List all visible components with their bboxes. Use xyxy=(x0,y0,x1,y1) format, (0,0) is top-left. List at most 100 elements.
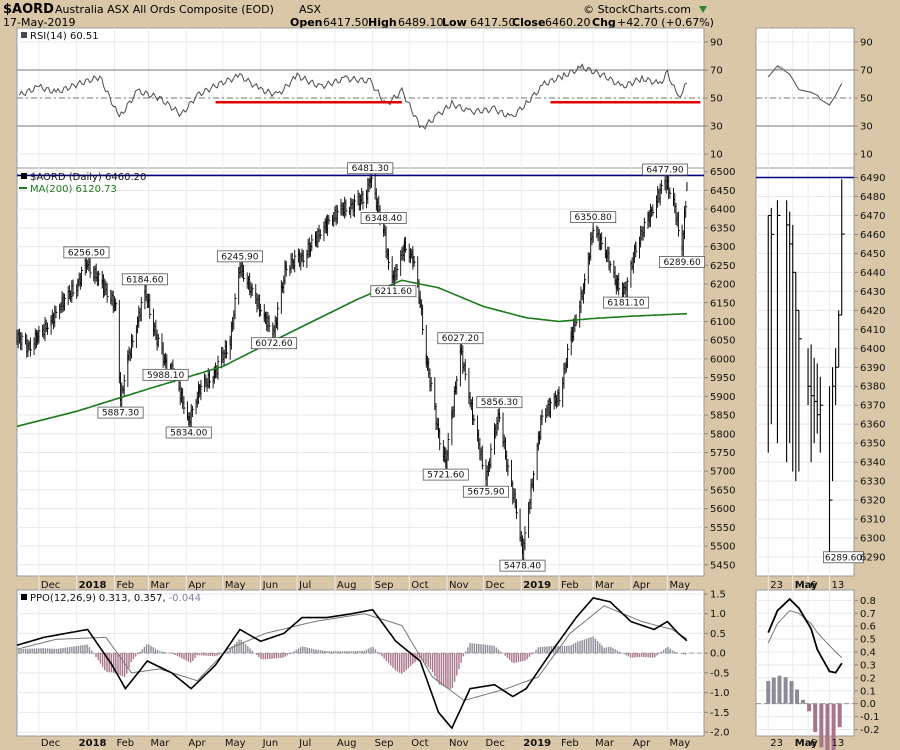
price-callout-label: 6348.40 xyxy=(365,214,402,224)
price-inset-y-tick-label: 6400 xyxy=(860,344,885,355)
price-y-tick-label: 5850 xyxy=(710,411,735,422)
ppo-title-main: PPO(12,26,9) xyxy=(30,593,96,604)
chg-label: Chg xyxy=(592,16,616,29)
price-callout-label: 6289.60 xyxy=(663,258,700,268)
price-inset-y-tick-label: 6480 xyxy=(860,192,885,203)
rsi-inset-overbought-fill xyxy=(774,65,787,70)
ppo-legend-swatch xyxy=(21,594,27,600)
ppo-y-tick-label: 1.0 xyxy=(710,609,726,620)
x-axis-upper-label: Apr xyxy=(188,580,206,591)
price-callout-box xyxy=(165,426,212,439)
date-text: 17-May-2019 xyxy=(3,16,75,29)
x-axis-upper-label: Oct xyxy=(411,580,428,591)
price-callout-label: 6481.30 xyxy=(352,164,389,174)
x-axis-upper-label: May xyxy=(225,580,246,591)
ppo-inset-y-tick-label: 0.8 xyxy=(860,596,876,607)
price-inset-y-tick-label: 6300 xyxy=(860,534,885,545)
rsi-title: RSI(14) 60.51 xyxy=(30,31,99,42)
ppo-y-tick-label: 0.0 xyxy=(710,649,726,660)
price-callout-label: 6181.10 xyxy=(607,299,644,309)
high-label: High xyxy=(368,16,397,29)
x-axis-upper-label: May xyxy=(669,580,690,591)
ppo-inset-panel xyxy=(755,589,855,737)
price-y-tick-label: 6500 xyxy=(710,167,735,178)
x-axis-upper-label: Nov xyxy=(449,580,469,591)
inset-x-axis-upper-label: May xyxy=(795,580,818,591)
price-y-tick-label: 5550 xyxy=(710,523,735,534)
brand-text[interactable]: © StockCharts.com xyxy=(583,3,691,16)
x-axis-lower-label: Nov xyxy=(449,738,469,749)
exchange-text: ASX xyxy=(299,3,322,16)
rsi-y-tick-label: 10 xyxy=(710,150,723,161)
ppo-title-hist: -0.044 xyxy=(169,593,201,604)
ppo-line xyxy=(16,597,688,730)
price-inset-y-tick-label: 6330 xyxy=(860,477,885,488)
price-title: $AORD (Daily) 6460.20 xyxy=(30,172,146,183)
open-label: Open xyxy=(290,16,323,29)
x-axis-lower-label: Apr xyxy=(188,738,206,749)
x-axis-lower-label: Mar xyxy=(151,738,171,749)
inset-x-axis-upper-label: 13 xyxy=(832,580,845,591)
low-value: 6417.50 xyxy=(470,16,516,29)
price-y-tick-label: 6250 xyxy=(710,261,735,272)
price-inset-y-tick-label: 6370 xyxy=(860,401,885,412)
x-axis-upper-label: Mar xyxy=(595,580,615,591)
x-axis-lower-label: Dec xyxy=(486,738,505,749)
x-axis-lower-label: Feb xyxy=(561,738,579,749)
price-callout-label: 5721.60 xyxy=(427,471,464,481)
price-y-tick-label: 6450 xyxy=(710,186,735,197)
price-y-tick-label: 5450 xyxy=(710,560,735,571)
price-callout-box xyxy=(347,162,394,175)
price-y-tick-label: 5750 xyxy=(710,448,735,459)
price-y-tick-label: 6300 xyxy=(710,242,735,253)
price-callout-label: 5478.40 xyxy=(504,562,541,572)
rsi-line xyxy=(18,63,688,130)
x-axis-lower-label: Apr xyxy=(633,738,651,749)
x-axis-lower-label: Mar xyxy=(595,738,615,749)
x-axis-lower-label: Jun xyxy=(262,738,279,749)
price-inset-y-tick-label: 6440 xyxy=(860,268,885,279)
price-inset-y-tick-label: 6340 xyxy=(860,458,885,469)
price-inset-y-tick-label: 6390 xyxy=(860,363,885,374)
price-callout-box xyxy=(63,246,110,259)
chg-value: +42.70 (+0.67%) xyxy=(617,16,714,29)
price-callout-box xyxy=(216,250,263,263)
price-inset-y-tick-label: 6450 xyxy=(860,249,885,260)
ppo-title: PPO(12,26,9) 0.313, 0.357, -0.044 xyxy=(30,593,201,604)
symbol-text: $AORD xyxy=(3,2,54,17)
price-y-tick-label: 5800 xyxy=(710,429,735,440)
index-name-text: Australia ASX All Ords Composite (EOD) xyxy=(55,3,274,16)
rsi-y-tick-label: 30 xyxy=(710,122,723,133)
price-callout-box xyxy=(603,296,650,309)
open-value: 6417.50 xyxy=(323,16,369,29)
price-callout-box xyxy=(142,368,189,381)
price-inset-y-tick-label: 6380 xyxy=(860,382,885,393)
price-callout-box xyxy=(659,256,706,268)
ppo-y-tick-label: 1.5 xyxy=(710,589,726,600)
inset-x-axis-lower-label: 23 xyxy=(770,738,783,749)
price-callout-label: 5675.90 xyxy=(467,488,504,498)
ppo-inset-y-tick-label: 0.4 xyxy=(860,648,876,659)
x-axis-lower-label: Feb xyxy=(116,738,134,749)
x-axis-upper-label: 2019 xyxy=(523,580,551,591)
price-inset-y-tick-label: 6490 xyxy=(860,173,885,184)
inset-callout-label: 6289.60 xyxy=(825,553,862,563)
x-axis-lower-label: May xyxy=(669,738,690,749)
price-callout-label: 5834.00 xyxy=(170,429,207,439)
price-y-tick-label: 5950 xyxy=(710,373,735,384)
ppo-inset-y-tick-label: 0.1 xyxy=(860,686,876,697)
price-callout-box xyxy=(462,485,509,498)
price-layer: 6256.50 6184.60 5887.30 5988.10 5834.00 6245.… xyxy=(16,162,706,572)
close-value: 6460.20 xyxy=(545,16,591,29)
x-axis-lower-label: Jul xyxy=(298,738,311,749)
ma200-line xyxy=(16,279,687,428)
up-arrow-icon xyxy=(699,6,707,13)
price-inset-y-tick-label: 6310 xyxy=(860,515,885,526)
price-inset-y-tick-label: 6360 xyxy=(860,420,885,431)
price-callout-label: 5856.30 xyxy=(481,398,518,408)
x-axis-upper-label: Feb xyxy=(561,580,579,591)
rsi-inset-y-tick-label: 90 xyxy=(860,38,873,49)
price-callout-box xyxy=(422,468,469,481)
